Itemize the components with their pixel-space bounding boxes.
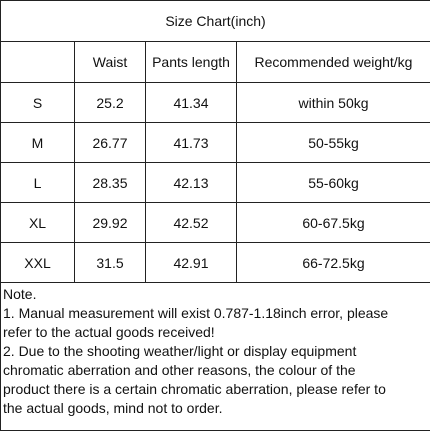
table-cell: 66-72.5kg [237,243,430,283]
note-line: 1. Manual measurement will exist 0.787-1… [3,304,428,323]
table-cell: 28.35 [75,163,146,203]
table-cell: 42.91 [146,243,237,283]
table-cell: within 50kg [237,83,430,123]
table-cell: 29.92 [75,203,146,243]
header-cell: Waist [75,42,146,83]
table-cell: 50-55kg [237,123,430,163]
table-cell: 41.34 [146,83,237,123]
note-cell: Note.1. Manual measurement will exist 0.… [1,283,430,431]
table-cell: XXL [1,243,75,283]
note-line: refer to the actual goods received! [3,323,428,342]
header-cell [1,42,75,83]
table-cell: S [1,83,75,123]
table-cell: 31.5 [75,243,146,283]
table-cell: 26.77 [75,123,146,163]
note-line: Note. [3,285,428,304]
title-row: Size Chart(inch) [1,1,430,42]
table-cell: M [1,123,75,163]
table-cell: 60-67.5kg [237,203,430,243]
note-line: the actual goods, mind not to order. [3,399,428,418]
header-cell: Pants length [146,42,237,83]
table-title: Size Chart(inch) [1,1,430,42]
header-cell: Recommended weight/kg [237,42,430,83]
table-cell: 42.13 [146,163,237,203]
table-cell: 55-60kg [237,163,430,203]
note-row: Note.1. Manual measurement will exist 0.… [1,283,430,431]
note-line: product there is a certain chromatic abe… [3,380,428,399]
table-cell: 42.52 [146,203,237,243]
table-cell: 41.73 [146,123,237,163]
note-line: 2. Due to the shooting weather/light or … [3,342,428,361]
table-cell: XL [1,203,75,243]
table-cell: 25.2 [75,83,146,123]
table-cell: L [1,163,75,203]
note-line: chromatic aberration and other reasons, … [3,361,428,380]
